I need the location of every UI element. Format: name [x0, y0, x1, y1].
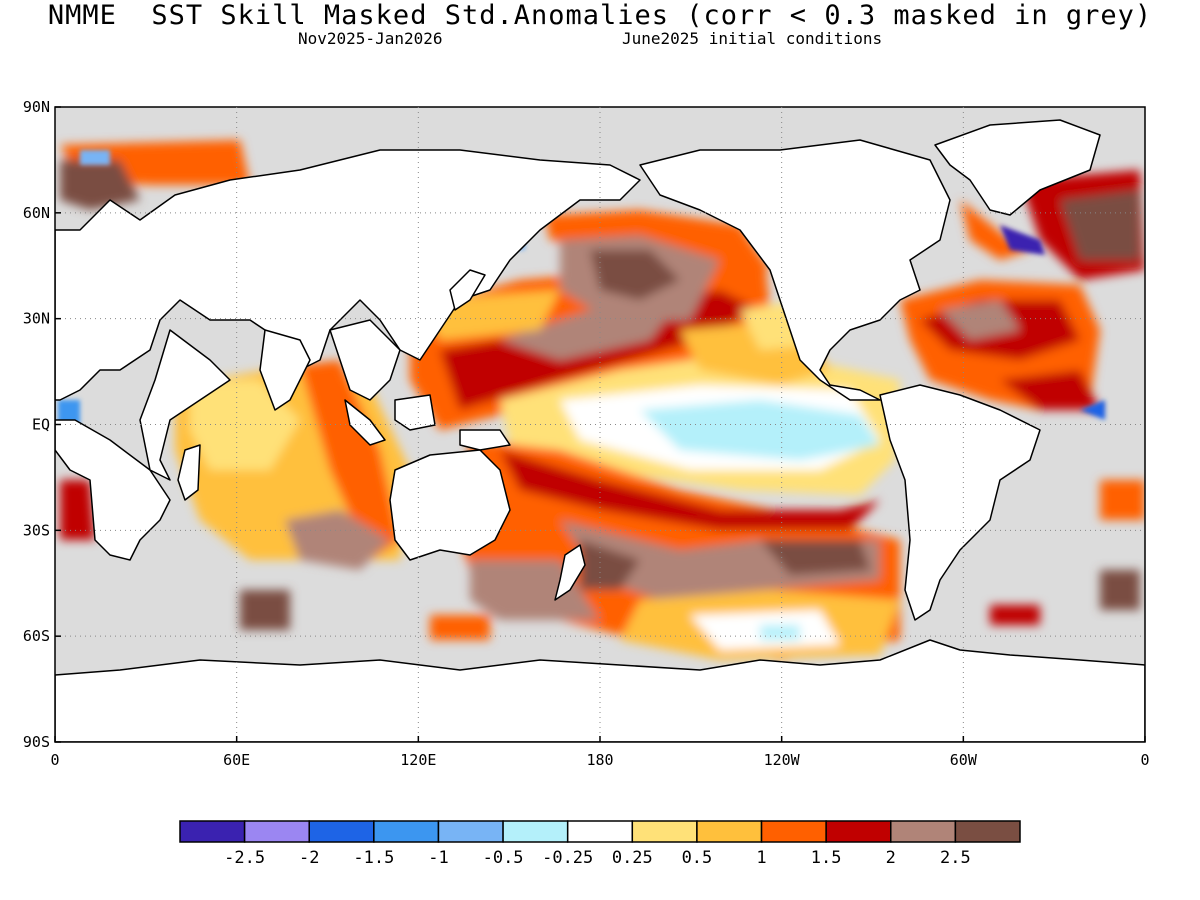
lon-tick-label: 60W [950, 751, 978, 769]
colorbar-label: -0.5 [483, 848, 524, 868]
colorbar-swatch [566, 820, 634, 843]
india-landmass [259, 329, 311, 411]
colorbar-swatch [760, 820, 827, 843]
colorbar-label: 1 [756, 848, 766, 868]
colorbar-swatch [631, 820, 698, 843]
lon-tick-label: 180 [586, 751, 613, 769]
colorbar-label: -0.25 [542, 848, 593, 868]
lon-tick-label: 60E [223, 751, 250, 769]
colorbar-label: -2 [299, 848, 319, 868]
south-america-landmass [879, 384, 1041, 621]
japan-islands [449, 269, 486, 311]
greenland-landmass [934, 119, 1101, 216]
lat-tick-label: 30S [23, 521, 50, 539]
map-gridlines [55, 107, 1145, 742]
madagascar-island [177, 444, 201, 501]
lat-tick-label: 90S [23, 733, 50, 751]
latitude-axis: 90N 60N 30N EQ 30S 60S 90S [23, 98, 61, 751]
colorbar-swatch [696, 820, 763, 843]
lat-tick-label: EQ [32, 416, 50, 434]
colorbar-label: 1.5 [811, 848, 842, 868]
north-america-landmass [639, 139, 951, 401]
lon-tick-label: 0 [1140, 751, 1149, 769]
colorbar-swatch [243, 820, 310, 843]
new-guinea-island [459, 429, 511, 451]
lat-tick-label: 60S [23, 627, 50, 645]
lat-tick-label: 60N [23, 204, 50, 222]
antarctica-landmass [55, 639, 1145, 742]
colorbar-label: 0.5 [682, 848, 713, 868]
lat-tick-label: 90N [23, 98, 50, 116]
lon-tick-label: 120W [764, 751, 801, 769]
colorbar-swatch [502, 820, 569, 843]
lon-tick-label: 120E [400, 751, 436, 769]
colorbar-swatch [954, 820, 1021, 843]
colorbar-label: 0.25 [612, 848, 653, 868]
longitude-axis: 0 60E 120E 180 120W 60W 0 [50, 736, 1150, 769]
australia-landmass [389, 449, 511, 561]
colorbar-label: 2.5 [940, 848, 971, 868]
africa-horn [139, 329, 231, 481]
lat-tick-label: 30N [23, 310, 50, 328]
chart-title: NMME SST Skill Masked Std.Anomalies (cor… [47, 0, 1153, 31]
colorbar-label: -2.5 [224, 848, 265, 868]
sumatra-island [344, 399, 386, 446]
colorbar-swatch [308, 820, 375, 843]
colorbar-swatch [437, 820, 504, 843]
colorbar-swatch [373, 820, 440, 843]
colorbar-label: -1.5 [353, 848, 394, 868]
colorbar-legend: -2.5 -2 -1.5 -1 -0.5 -0.25 0.25 0.5 1 1.5 2 2.5 [179, 820, 1021, 868]
land-masses [55, 119, 1145, 742]
colorbar-swatch [179, 820, 246, 843]
init-conditions-label: June2025 initial conditions [622, 29, 883, 48]
season-label: Nov2025-Jan2026 [298, 29, 443, 48]
colorbar-swatch [825, 820, 892, 843]
colorbar-label: 2 [886, 848, 896, 868]
southeast-asia-landmass [329, 319, 401, 401]
colorbar-swatch [890, 820, 957, 843]
new-zealand-islands [554, 544, 586, 601]
colorbar-label: -1 [428, 848, 448, 868]
map-plot-area [55, 107, 1145, 742]
borneo-island [394, 394, 436, 431]
lon-tick-label: 0 [50, 751, 59, 769]
